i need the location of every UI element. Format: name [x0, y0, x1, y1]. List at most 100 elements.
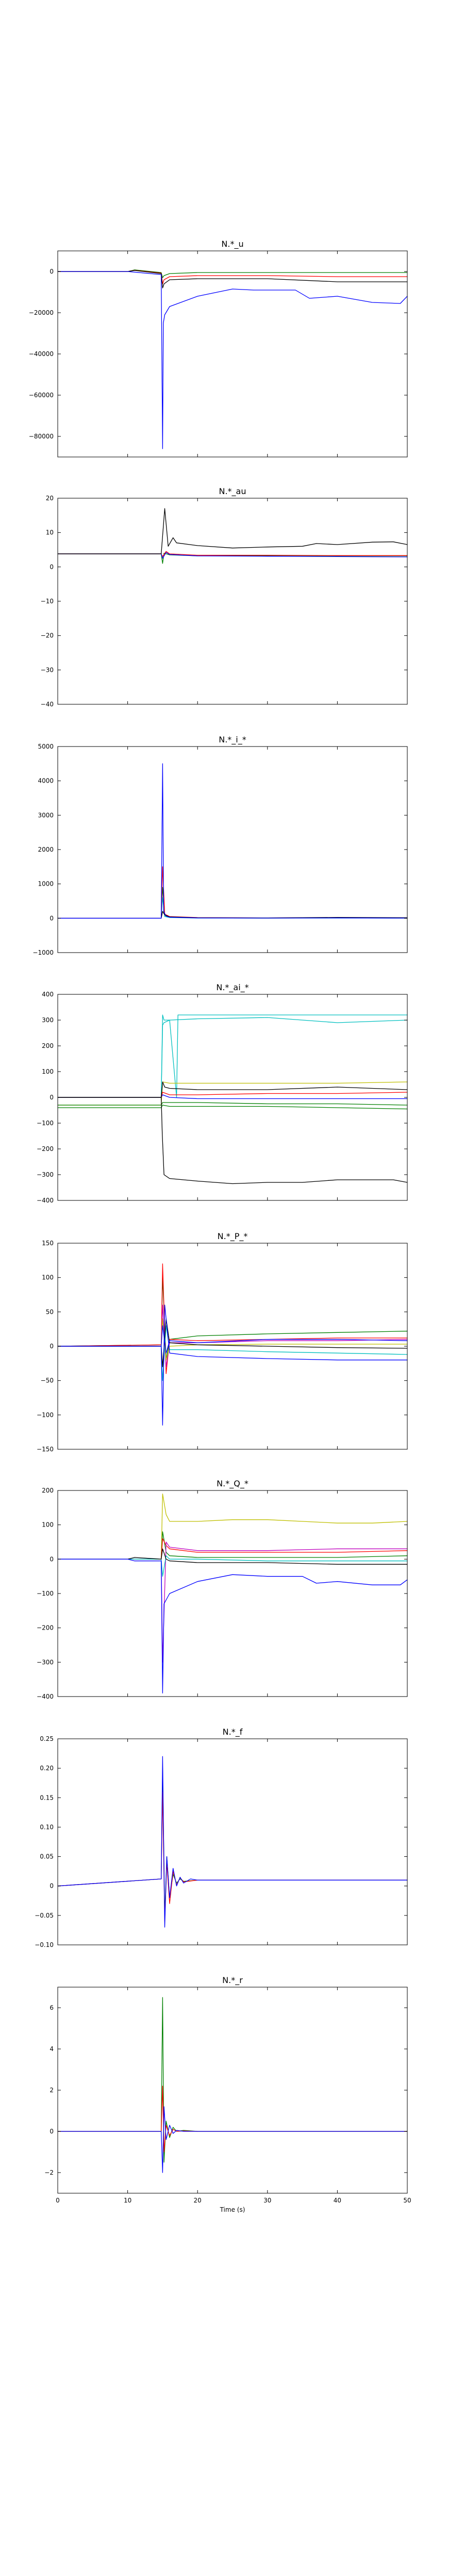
series-group — [58, 1756, 407, 1928]
y-tick-label: 2 — [49, 2087, 54, 2094]
y-tick-label: −80000 — [29, 433, 54, 440]
y-tick-label: 4 — [49, 2045, 54, 2053]
axes-frame — [57, 1987, 408, 2194]
series-line-5 — [58, 1318, 407, 1361]
chart-2: N.*_au −40 −30 −20 −10 0 10 20 — [41, 486, 408, 708]
y-tick-label: −60000 — [29, 392, 54, 399]
y-tick-label: −0.05 — [35, 1912, 54, 1919]
y-tick-label: 0 — [49, 268, 54, 275]
x-tick-label: 30 — [263, 2197, 271, 2204]
y-tick-label: 20 — [46, 495, 54, 502]
y-tick-label: −50 — [41, 1377, 54, 1384]
series-line-6 — [58, 1318, 407, 1367]
chart-title: N.*_Q_* — [217, 1479, 248, 1489]
axes-frame — [57, 1738, 408, 1945]
y-tick-label: 100 — [42, 1521, 54, 1529]
series-line-4 — [58, 911, 407, 919]
y-tick-label: −10 — [41, 598, 54, 605]
series-line-3 — [58, 270, 407, 289]
series-line-2 — [58, 1263, 407, 1374]
y-tick-label: −0.10 — [35, 1941, 54, 1948]
y-tick-label: 3000 — [38, 811, 54, 819]
chart-7: N.*_f −0.10 −0.05 0 0.05 0.10 0.15 0.20 0.25 — [35, 1727, 408, 1948]
y-tick-label: −100 — [37, 1411, 54, 1418]
y-tick-label: 100 — [42, 1274, 54, 1281]
series-line-1 — [58, 1014, 407, 1098]
y-tick-label: 6 — [49, 2004, 54, 2011]
series-line-9 — [58, 1097, 407, 1184]
y-tick-label: −300 — [37, 1658, 54, 1666]
series-line-4 — [58, 1325, 407, 1381]
y-tick-label: −100 — [37, 1590, 54, 1597]
y-tick-label: 0 — [49, 1555, 54, 1563]
series-line-1 — [58, 1494, 407, 1560]
chart-title: N.*_r — [222, 1975, 243, 1986]
y-tick-label: −200 — [37, 1145, 54, 1153]
y-tick-label: 2000 — [38, 846, 54, 853]
series-line-2 — [58, 2086, 407, 2153]
y-tick-label: 4000 — [38, 777, 54, 785]
series-line-7 — [58, 1558, 407, 1693]
x-tick-label: 50 — [403, 2197, 411, 2204]
x-tick-label: 20 — [194, 2197, 202, 2204]
y-tick-label: 1000 — [38, 880, 54, 888]
y-tick-label: 0 — [49, 1094, 54, 1101]
y-tick-label: 0.20 — [40, 1765, 54, 1772]
series-line-5 — [58, 763, 407, 919]
series-line-1 — [58, 887, 407, 919]
y-tick-label: 0 — [49, 2128, 54, 2135]
chart-title: N.*_ai_* — [216, 982, 248, 993]
series-line-6 — [58, 1548, 407, 1565]
y-tick-label: 10 — [46, 529, 54, 536]
y-tick-label: 5000 — [38, 743, 54, 750]
series-line-5 — [58, 1102, 407, 1106]
chart-title: N.*_au — [219, 486, 246, 497]
series-group — [58, 1997, 407, 2173]
series-line-7 — [58, 1092, 407, 1098]
chart-8: N.*_r −2 0 2 4 6 0 10 20 30 40 50 Time (s) — [44, 1975, 411, 2213]
y-tick-label: 0.05 — [40, 1853, 54, 1860]
y-tick-label: −20 — [41, 632, 54, 639]
y-tick-label: −400 — [37, 1693, 54, 1700]
x-tick-label: 10 — [124, 2197, 131, 2204]
y-tick-label: 0.15 — [40, 1794, 54, 1801]
chart-5: N.*_P_* −150 −100 −50 0 50 100 150 — [37, 1231, 408, 1453]
series-group — [58, 1014, 407, 1184]
y-tick-label: −150 — [37, 1446, 54, 1453]
y-tick-label: −2 — [44, 2169, 54, 2176]
x-axis-label: Time (s) — [220, 2206, 245, 2213]
y-tick-label: 0 — [49, 1883, 54, 1890]
chart-title: N.*_u — [221, 239, 243, 249]
series-line-4 — [58, 508, 407, 554]
y-tick-label: −100 — [37, 1120, 54, 1127]
chart-title: N.*_i_* — [219, 735, 246, 745]
series-group — [58, 269, 407, 449]
chart-4: N.*_ai_* −400 −300 −200 −100 0 100 200 300 400 — [37, 982, 408, 1204]
chart-3: N.*_i_* −1000 0 1000 2000 3000 4000 5000 — [32, 735, 408, 956]
series-line-1 — [58, 1997, 407, 2163]
series-group — [58, 508, 407, 564]
y-tick-label: 300 — [42, 1016, 54, 1024]
y-tick-label: 400 — [42, 991, 54, 998]
y-tick-label: −1000 — [32, 949, 54, 956]
series-line-3 — [58, 866, 407, 919]
axes-frame — [57, 1490, 408, 1697]
axes-frame — [57, 498, 408, 705]
y-tick-label: −40 — [41, 701, 54, 708]
series-group — [58, 1263, 407, 1426]
y-tick-label: −300 — [37, 1171, 54, 1178]
series-line-2 — [58, 1531, 407, 1560]
y-tick-label: 0.10 — [40, 1823, 54, 1831]
y-tick-label: −40000 — [29, 350, 54, 358]
chart-1: N.*_u −80000 −60000 −40000 −20000 0 — [29, 239, 408, 457]
chart-title: N.*_P_* — [218, 1231, 248, 1242]
y-tick-label: −200 — [37, 1624, 54, 1632]
y-tick-label: 200 — [42, 1042, 54, 1049]
series-line-3 — [58, 2106, 407, 2173]
series-line-7 — [58, 1304, 407, 1426]
series-line-2 — [58, 1017, 407, 1098]
y-tick-label: 0 — [49, 1343, 54, 1350]
series-group — [58, 763, 407, 919]
series-line-1 — [58, 553, 407, 564]
chart-title: N.*_f — [223, 1727, 243, 1737]
